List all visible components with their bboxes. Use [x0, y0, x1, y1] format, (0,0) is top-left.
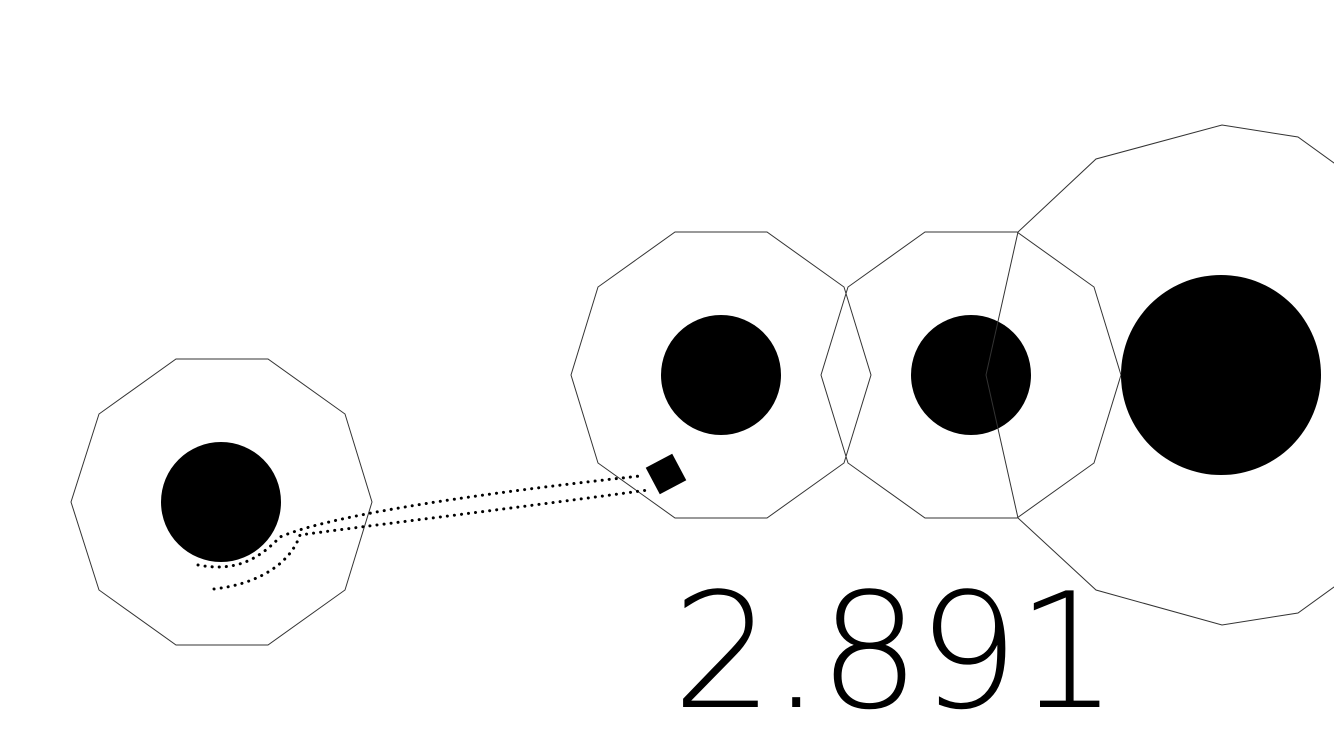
- planet-2[interactable]: [661, 315, 781, 435]
- orbit-ring-4: [985, 124, 1334, 626]
- planet-4[interactable]: [1121, 275, 1321, 475]
- planet-4-group: [985, 124, 1334, 626]
- orbit-ring-1: [70, 358, 373, 646]
- planet-1-group: [70, 358, 373, 646]
- orbit-ring-2: [570, 231, 872, 519]
- planet-2-group: [570, 231, 872, 519]
- trajectory-trails: [196, 474, 650, 591]
- score-display: 2.891: [672, 558, 1118, 745]
- planet-3-group: [820, 231, 1122, 519]
- planet-3[interactable]: [911, 315, 1031, 435]
- planet-1[interactable]: [161, 442, 281, 562]
- orbit-ring-3: [820, 231, 1122, 519]
- trail-lower: [212, 488, 650, 591]
- player-ship: [645, 453, 687, 495]
